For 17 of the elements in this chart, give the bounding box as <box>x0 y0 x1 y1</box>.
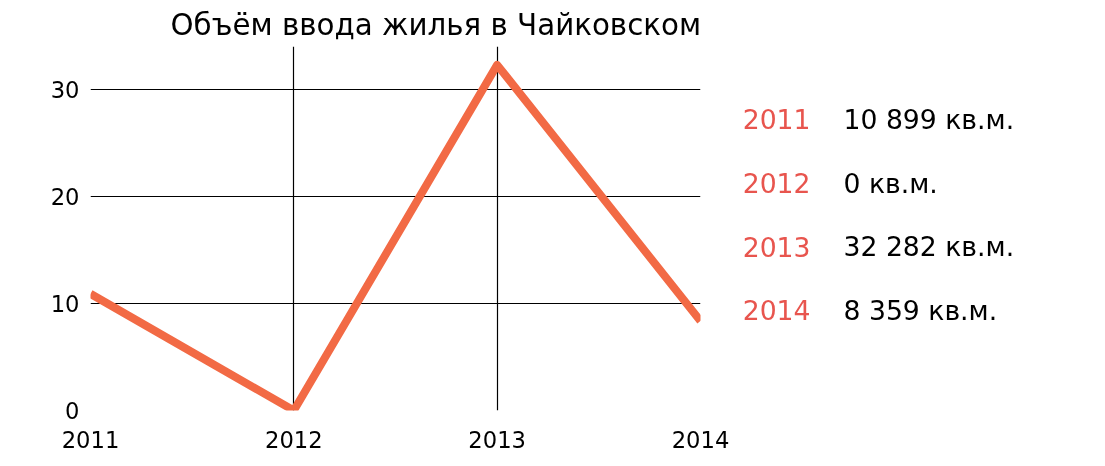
chart-title: Объём ввода жилья в Чайковском <box>170 7 702 42</box>
text: 2013 <box>742 231 811 263</box>
y-tick-label: 20 <box>50 183 80 210</box>
text: 0 кв.м. <box>843 167 938 199</box>
text: 2011 <box>742 104 811 136</box>
y-tick-label: 0 <box>65 398 80 424</box>
x-tick-label: 2013 <box>468 426 527 453</box>
text: 10 899 кв.м. <box>843 103 1015 135</box>
y-tick-label: 10 <box>50 290 80 317</box>
text: 8 359 кв.м. <box>843 294 998 326</box>
x-tick-label: 2012 <box>265 426 323 453</box>
text: 2012 <box>742 168 811 199</box>
y-tick-label: 30 <box>50 76 80 103</box>
x-tick-label: 2014 <box>671 426 730 453</box>
x-tick-label: 2011 <box>61 426 120 453</box>
text: 32 282 кв.м. <box>843 231 1015 263</box>
text: 2014 <box>742 295 811 327</box>
